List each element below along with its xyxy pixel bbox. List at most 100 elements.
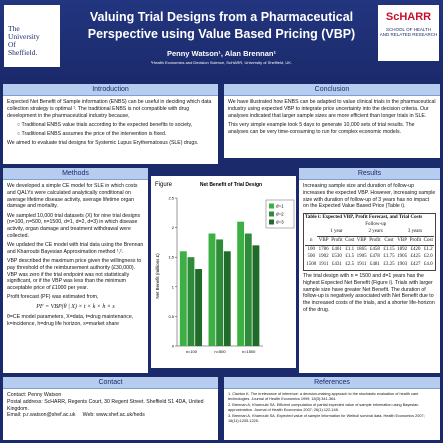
paragraph: We have illustrated how ENBS can be adap… <box>228 99 436 119</box>
table-cell: £458 <box>369 246 380 252</box>
results: Results Increasing sample size and durat… <box>299 168 440 373</box>
logo-text: ScHARR <box>385 11 432 23</box>
table-cell: £4.0 <box>423 262 433 268</box>
y-tick-label: 1 <box>172 284 175 289</box>
table-period: 3 years <box>395 228 434 238</box>
table-cell: £461 <box>331 246 342 252</box>
logo-text: The <box>8 24 20 33</box>
figure-caption: Figure <box>155 182 173 188</box>
table-box: Table i: Expected VBP, Profit Forecast, … <box>303 212 436 272</box>
table-row: 100 1786 £461 £1.1 1865 £458 £1.15 1892 £420 £1.2 <box>305 246 434 254</box>
table-cell: 1905 <box>356 254 367 260</box>
table-cell: £481 <box>369 262 380 268</box>
logo-text: AND RELATED RESEARCH <box>379 32 438 37</box>
logo-right: ScHARR SCHOOL OF HEALTH AND RELATED RESE… <box>378 5 439 61</box>
section-heading: Methods <box>3 168 148 181</box>
contact: Contact Contact: Penny Watson Postal add… <box>3 377 218 440</box>
y-axis-label: Net Benefit (millions £) <box>155 253 160 299</box>
table-cell: £530 <box>331 254 342 260</box>
header: The University Of Sheffield. Valuing Tri… <box>0 0 443 80</box>
bar <box>244 233 252 346</box>
table-column-header: n <box>305 236 318 247</box>
bullet: ○ Traditional ENBS value trials accordin… <box>17 121 193 128</box>
y-tick-label: 2.5 <box>168 196 174 201</box>
table-cell: £2.0 <box>423 254 433 260</box>
figure: Figure Net Benefit of Trial Design Net B… <box>151 176 296 368</box>
paragraph: The trial design with n = 1500 and d=1 y… <box>303 273 435 313</box>
table-cell: 1786 <box>318 246 329 252</box>
table-column-header: VBP <box>317 236 330 247</box>
bullet-text: Traditional ENBS assumes the price of th… <box>21 131 167 138</box>
legend-swatch <box>269 219 274 225</box>
bullet-text: Traditional ENBS value trials according … <box>21 121 193 128</box>
section-heading: Contact <box>3 377 218 390</box>
logo-text: Sheffield. <box>8 47 38 57</box>
paragraph: θ=CE model parameters, X=data, t=drug ma… <box>7 313 134 327</box>
table-cell: 1911 <box>356 262 367 268</box>
paragraph: This very simple example took 5 days to … <box>228 121 415 135</box>
table-cell: £1.2 <box>423 246 433 252</box>
table-cell: 100 <box>307 246 315 252</box>
table-row: 1500 1911 £431 £2.5 1911 £481 £3.25 1903 £427 £4.… <box>305 262 434 270</box>
table-row: 500 1902 £530 £1.5 1905 £478 £1.75 1905 £425 £2.0 <box>305 254 434 262</box>
table-cell: £425 <box>410 254 421 260</box>
table-column-header: Cost <box>422 236 434 247</box>
bar <box>208 233 216 346</box>
paragraph: We updated the CE model with trial data … <box>7 242 144 255</box>
table-column-header: Cost <box>344 236 356 247</box>
table-period: 2 years <box>355 228 396 238</box>
contact-email: Email: p.r.watson@shef.ac.uk <box>7 412 76 419</box>
bar <box>179 251 187 346</box>
reference: 3. Brennan A, Kharroubi SA. Expected val… <box>228 413 425 423</box>
table-cell: £478 <box>369 254 380 260</box>
reference: 1. Claxton K. The irrelevance of inferen… <box>228 392 419 402</box>
contact-line: Contact: Penny Watson <box>7 392 62 399</box>
x-tick-label: n=100 <box>186 349 198 354</box>
bar <box>216 239 224 346</box>
table: Follow-up 1 year 2 years 3 years n VBP Profit C… <box>305 221 434 269</box>
table-cell <box>305 221 317 229</box>
bar <box>187 257 195 346</box>
reference: 2. Brennan A, Kharroubi SA. Efficient co… <box>228 402 419 412</box>
table-column-header: Cost <box>381 236 396 247</box>
legend-label: d=1 <box>276 204 284 209</box>
logo-text: Of <box>8 39 16 49</box>
paragraph: Increasing sample size and duration of f… <box>303 183 436 210</box>
legend-label: d=2 <box>276 212 284 217</box>
table-cell: £427 <box>410 262 421 268</box>
table-row: 1 year 2 years 3 years <box>305 228 434 238</box>
table-cell: 1905 <box>397 254 408 260</box>
table-title: Table i: Expected VBP, Profit Forecast, … <box>305 214 423 220</box>
table-column-header: VBP <box>395 236 409 247</box>
logo-left: The University Of Sheffield. <box>4 5 60 67</box>
table-row: n VBP Profit Cost VBP Profit Cost VBP Profit Cost <box>305 236 434 247</box>
section-heading: Results <box>299 168 440 181</box>
table-cell: 1892 <box>397 246 408 252</box>
table-cell: £1.5 <box>345 254 355 260</box>
y-tick-label: 2 <box>172 225 175 230</box>
references: References 1. Claxton K. The irrelevance… <box>224 377 440 440</box>
title: Perspective using Value Based Pricing (V… <box>87 27 356 41</box>
table-cell: £1.75 <box>383 254 395 260</box>
contact-line: Postal address: ScHARR, Regents Court, 3… <box>7 398 204 412</box>
paragraph: We aimed to evaluate trial designs for S… <box>7 140 199 147</box>
table-cell: 1500 <box>306 262 317 268</box>
section-heading: Conclusion <box>224 84 440 97</box>
table-row: Follow-up <box>305 221 434 229</box>
table-column-header: Profit <box>367 236 382 247</box>
y-tick-label: 1.5 <box>168 255 174 260</box>
section-heading: References <box>224 377 440 390</box>
table-cell: £1.1 <box>345 246 355 252</box>
legend-label: d=3 <box>276 220 284 225</box>
table-cell: 500 <box>307 254 315 260</box>
table-column-header: VBP <box>355 236 368 247</box>
bar <box>237 221 245 346</box>
table-cell <box>305 229 317 237</box>
table-cell: 1865 <box>356 246 367 252</box>
x-tick-label: n=1500 <box>242 349 256 354</box>
table-group-header: Follow-up <box>365 221 387 227</box>
paragraph: VBP described the maximum price given th… <box>7 258 142 292</box>
x-tick-label: n=500 <box>214 349 226 354</box>
bar <box>252 245 260 346</box>
table-cell: 1911 <box>318 262 329 268</box>
